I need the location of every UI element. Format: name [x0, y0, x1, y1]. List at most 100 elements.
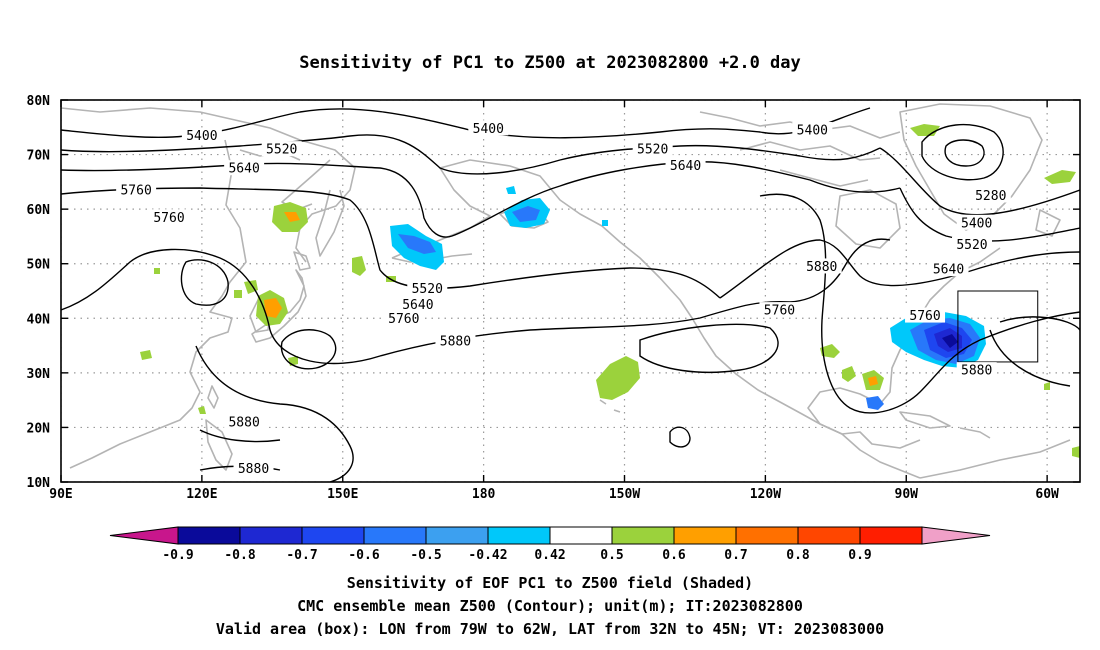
latitude-axis: 80N 70N 60N 50N 40N 30N 20N 10N	[27, 94, 1080, 491]
y-tick-label: 30N	[27, 367, 51, 382]
x-tick-label: 150W	[609, 487, 640, 502]
y-tick-label: 50N	[27, 258, 51, 273]
contour-label-bg	[928, 261, 969, 277]
caption-valid-area: Valid area (box): LON from 79W to 62W, L…	[216, 620, 884, 638]
x-tick-label: 180	[472, 487, 496, 502]
contour-label-bg	[956, 214, 997, 230]
x-tick-label: 90E	[49, 487, 72, 502]
colorbar-label: -0.7	[286, 548, 317, 563]
colorbar-high-extend	[921, 526, 991, 545]
caption-shaded: Sensitivity of EOF PC1 to Z500 field (Sh…	[347, 574, 753, 592]
contour-label-bg	[397, 296, 438, 312]
valid-area-box	[957, 290, 1039, 363]
x-tick-label: 90W	[895, 487, 919, 502]
contour-label-bg	[801, 258, 842, 274]
figure-title: Sensitivity of PC1 to Z500 at 2023082800…	[299, 53, 801, 73]
contour-label-bg	[224, 160, 265, 176]
contour-label-bg	[468, 120, 509, 136]
colorbar-low-extend	[109, 526, 179, 545]
contour-label: 5880	[961, 364, 992, 379]
contour-label: 5880	[440, 335, 471, 350]
contour-label-bg	[233, 460, 274, 476]
colorbar-label: 0.5	[600, 548, 623, 563]
colorbar-segment	[425, 526, 489, 545]
contour-label: 5760	[120, 184, 151, 199]
colorbar-segment	[859, 526, 923, 545]
y-tick-label: 70N	[27, 149, 51, 164]
colorbar-segment	[797, 526, 861, 545]
caption-contour: CMC ensemble mean Z500 (Contour); unit(m…	[297, 597, 803, 615]
y-tick-label: 10N	[27, 476, 51, 491]
contour-label-bg	[116, 182, 157, 198]
colorbar-label: 0.9	[848, 548, 871, 563]
contour-label: 5640	[402, 298, 433, 313]
y-tick-label: 60N	[27, 203, 51, 218]
colorbar-label: 0.6	[662, 548, 686, 563]
x-tick-label: 60W	[1035, 487, 1059, 502]
colorbar-segment	[177, 526, 241, 545]
map-frame	[60, 99, 1081, 483]
contour-label: 5760	[909, 309, 940, 324]
contour-label-bg	[665, 157, 706, 173]
y-tick-label: 20N	[27, 421, 51, 436]
contour-label-bg	[181, 127, 222, 143]
contour-label: 5760	[388, 312, 419, 327]
contour-label-bg	[970, 187, 1011, 203]
contour-label: 5640	[933, 263, 964, 278]
contour-label: 5760	[153, 211, 184, 226]
colorbar-segment	[301, 526, 365, 545]
contour-label: 5400	[186, 129, 217, 144]
colorbar-label: -0.9	[162, 548, 193, 563]
colorbar-label: 0.42	[534, 548, 565, 563]
contour-label-bg	[407, 280, 448, 296]
colorbar-segment	[363, 526, 427, 545]
contour-label: 5400	[797, 124, 828, 139]
contour-label-bg	[632, 141, 673, 157]
colorbar-segment	[487, 526, 551, 545]
colorbar-label: -0.6	[348, 548, 379, 563]
contour-label: 5640	[228, 162, 259, 177]
contour-label: 5400	[961, 216, 992, 231]
colorbar-label: -0.42	[468, 548, 507, 563]
contour-label-bg	[759, 302, 800, 318]
contour-label: 5880	[806, 260, 837, 275]
colorbar-segment	[735, 526, 799, 545]
colorbar: -0.9 -0.8 -0.7 -0.6 -0.5 -0.42 0.42 0.5 0.6 0.7 0.…	[109, 526, 991, 563]
contour-label-bg	[792, 122, 833, 138]
y-tick-label: 40N	[27, 312, 51, 327]
contour-label-bg	[951, 236, 992, 252]
sensitivity-shading	[140, 124, 1080, 458]
contour-label: 5520	[637, 143, 668, 158]
coastlines	[61, 103, 1071, 479]
colorbar-segment	[611, 526, 675, 545]
x-tick-label: 150E	[327, 487, 358, 502]
contour-label-bg	[905, 307, 946, 323]
contour-label: 5640	[670, 159, 701, 174]
longitude-axis: 90E 120E 150E 180 150W 120W 90W 60W	[49, 100, 1059, 502]
contour-label: 5880	[228, 415, 259, 430]
colorbar-segment	[239, 526, 303, 545]
contour-label: 5520	[266, 143, 297, 158]
contour-label-bg	[224, 413, 265, 429]
contour-label-bg	[383, 310, 424, 326]
contour-label-bg	[956, 362, 997, 378]
contour-label-bg	[435, 333, 476, 349]
contour-label-bg	[261, 141, 302, 157]
x-tick-label: 120W	[750, 487, 781, 502]
contour-label: 5520	[956, 238, 987, 253]
contour-label: 5280	[975, 189, 1006, 204]
y-tick-label: 80N	[27, 94, 51, 109]
colorbar-segment	[549, 526, 613, 545]
colorbar-label: 0.7	[724, 548, 747, 563]
contour-label: 5520	[412, 282, 443, 297]
contour-label: 5880	[238, 462, 269, 477]
colorbar-label: 0.8	[786, 548, 810, 563]
colorbar-label: -0.5	[410, 548, 441, 563]
colorbar-label: -0.8	[224, 548, 255, 563]
contour-label: 5760	[764, 304, 795, 319]
colorbar-segment	[673, 526, 737, 545]
contour-label: 5400	[473, 122, 504, 137]
